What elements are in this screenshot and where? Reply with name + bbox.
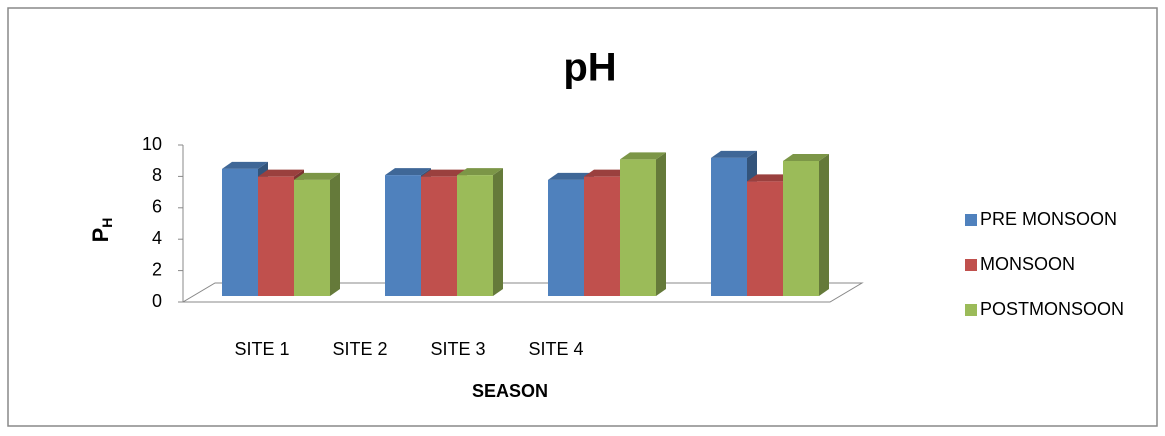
y-tick-label: 0: [152, 291, 162, 311]
bar-top: [222, 161, 268, 169]
y-tick-label: 10: [142, 134, 162, 154]
bar: [548, 179, 584, 296]
y-axis-label: PH: [88, 218, 115, 243]
y-tick-label: 2: [152, 259, 162, 279]
y-tick-label: 6: [152, 197, 162, 217]
x-tick-label: SITE 1: [234, 339, 289, 359]
bar-top: [584, 169, 630, 177]
bar: [711, 157, 747, 296]
chart-title: pH: [563, 46, 616, 90]
bar-side: [493, 168, 503, 296]
legend-swatch: [965, 259, 977, 271]
x-tick-label: SITE 4: [528, 339, 583, 359]
bar-side: [656, 152, 666, 296]
y-axis-label-sub: H: [99, 218, 115, 228]
bar-side: [819, 153, 829, 296]
bar-side: [330, 172, 340, 296]
bar-top: [294, 172, 340, 180]
bar-top: [385, 168, 431, 176]
bar-top: [258, 169, 304, 177]
bar: [421, 176, 457, 296]
bar: [385, 175, 421, 296]
bar: [294, 179, 330, 296]
bar-top: [457, 168, 503, 176]
bar-top: [421, 169, 467, 177]
legend-swatch: [965, 214, 977, 226]
bar-top: [711, 150, 757, 158]
bar-top: [747, 174, 793, 182]
legend-swatch: [965, 304, 977, 316]
bar-top: [548, 172, 594, 180]
bar: [258, 176, 294, 296]
bar: [783, 160, 819, 296]
x-tick-label: SITE 3: [430, 339, 485, 359]
bar: [584, 176, 620, 296]
y-tick-label: 4: [152, 228, 162, 248]
bar: [222, 168, 258, 296]
legend-label: POSTMONSOON: [980, 299, 1124, 319]
bar: [620, 159, 656, 296]
bar-top: [620, 152, 666, 160]
legend-label: MONSOON: [980, 254, 1075, 274]
y-axis-label-main: P: [88, 228, 113, 243]
legend-label: PRE MONSOON: [980, 209, 1117, 229]
floor: [181, 282, 864, 303]
bar-top: [783, 153, 829, 161]
x-axis-label: SEASON: [472, 381, 548, 401]
y-tick-label: 8: [152, 165, 162, 185]
bar: [457, 175, 493, 296]
bar: [747, 181, 783, 296]
x-tick-label: SITE 2: [332, 339, 387, 359]
